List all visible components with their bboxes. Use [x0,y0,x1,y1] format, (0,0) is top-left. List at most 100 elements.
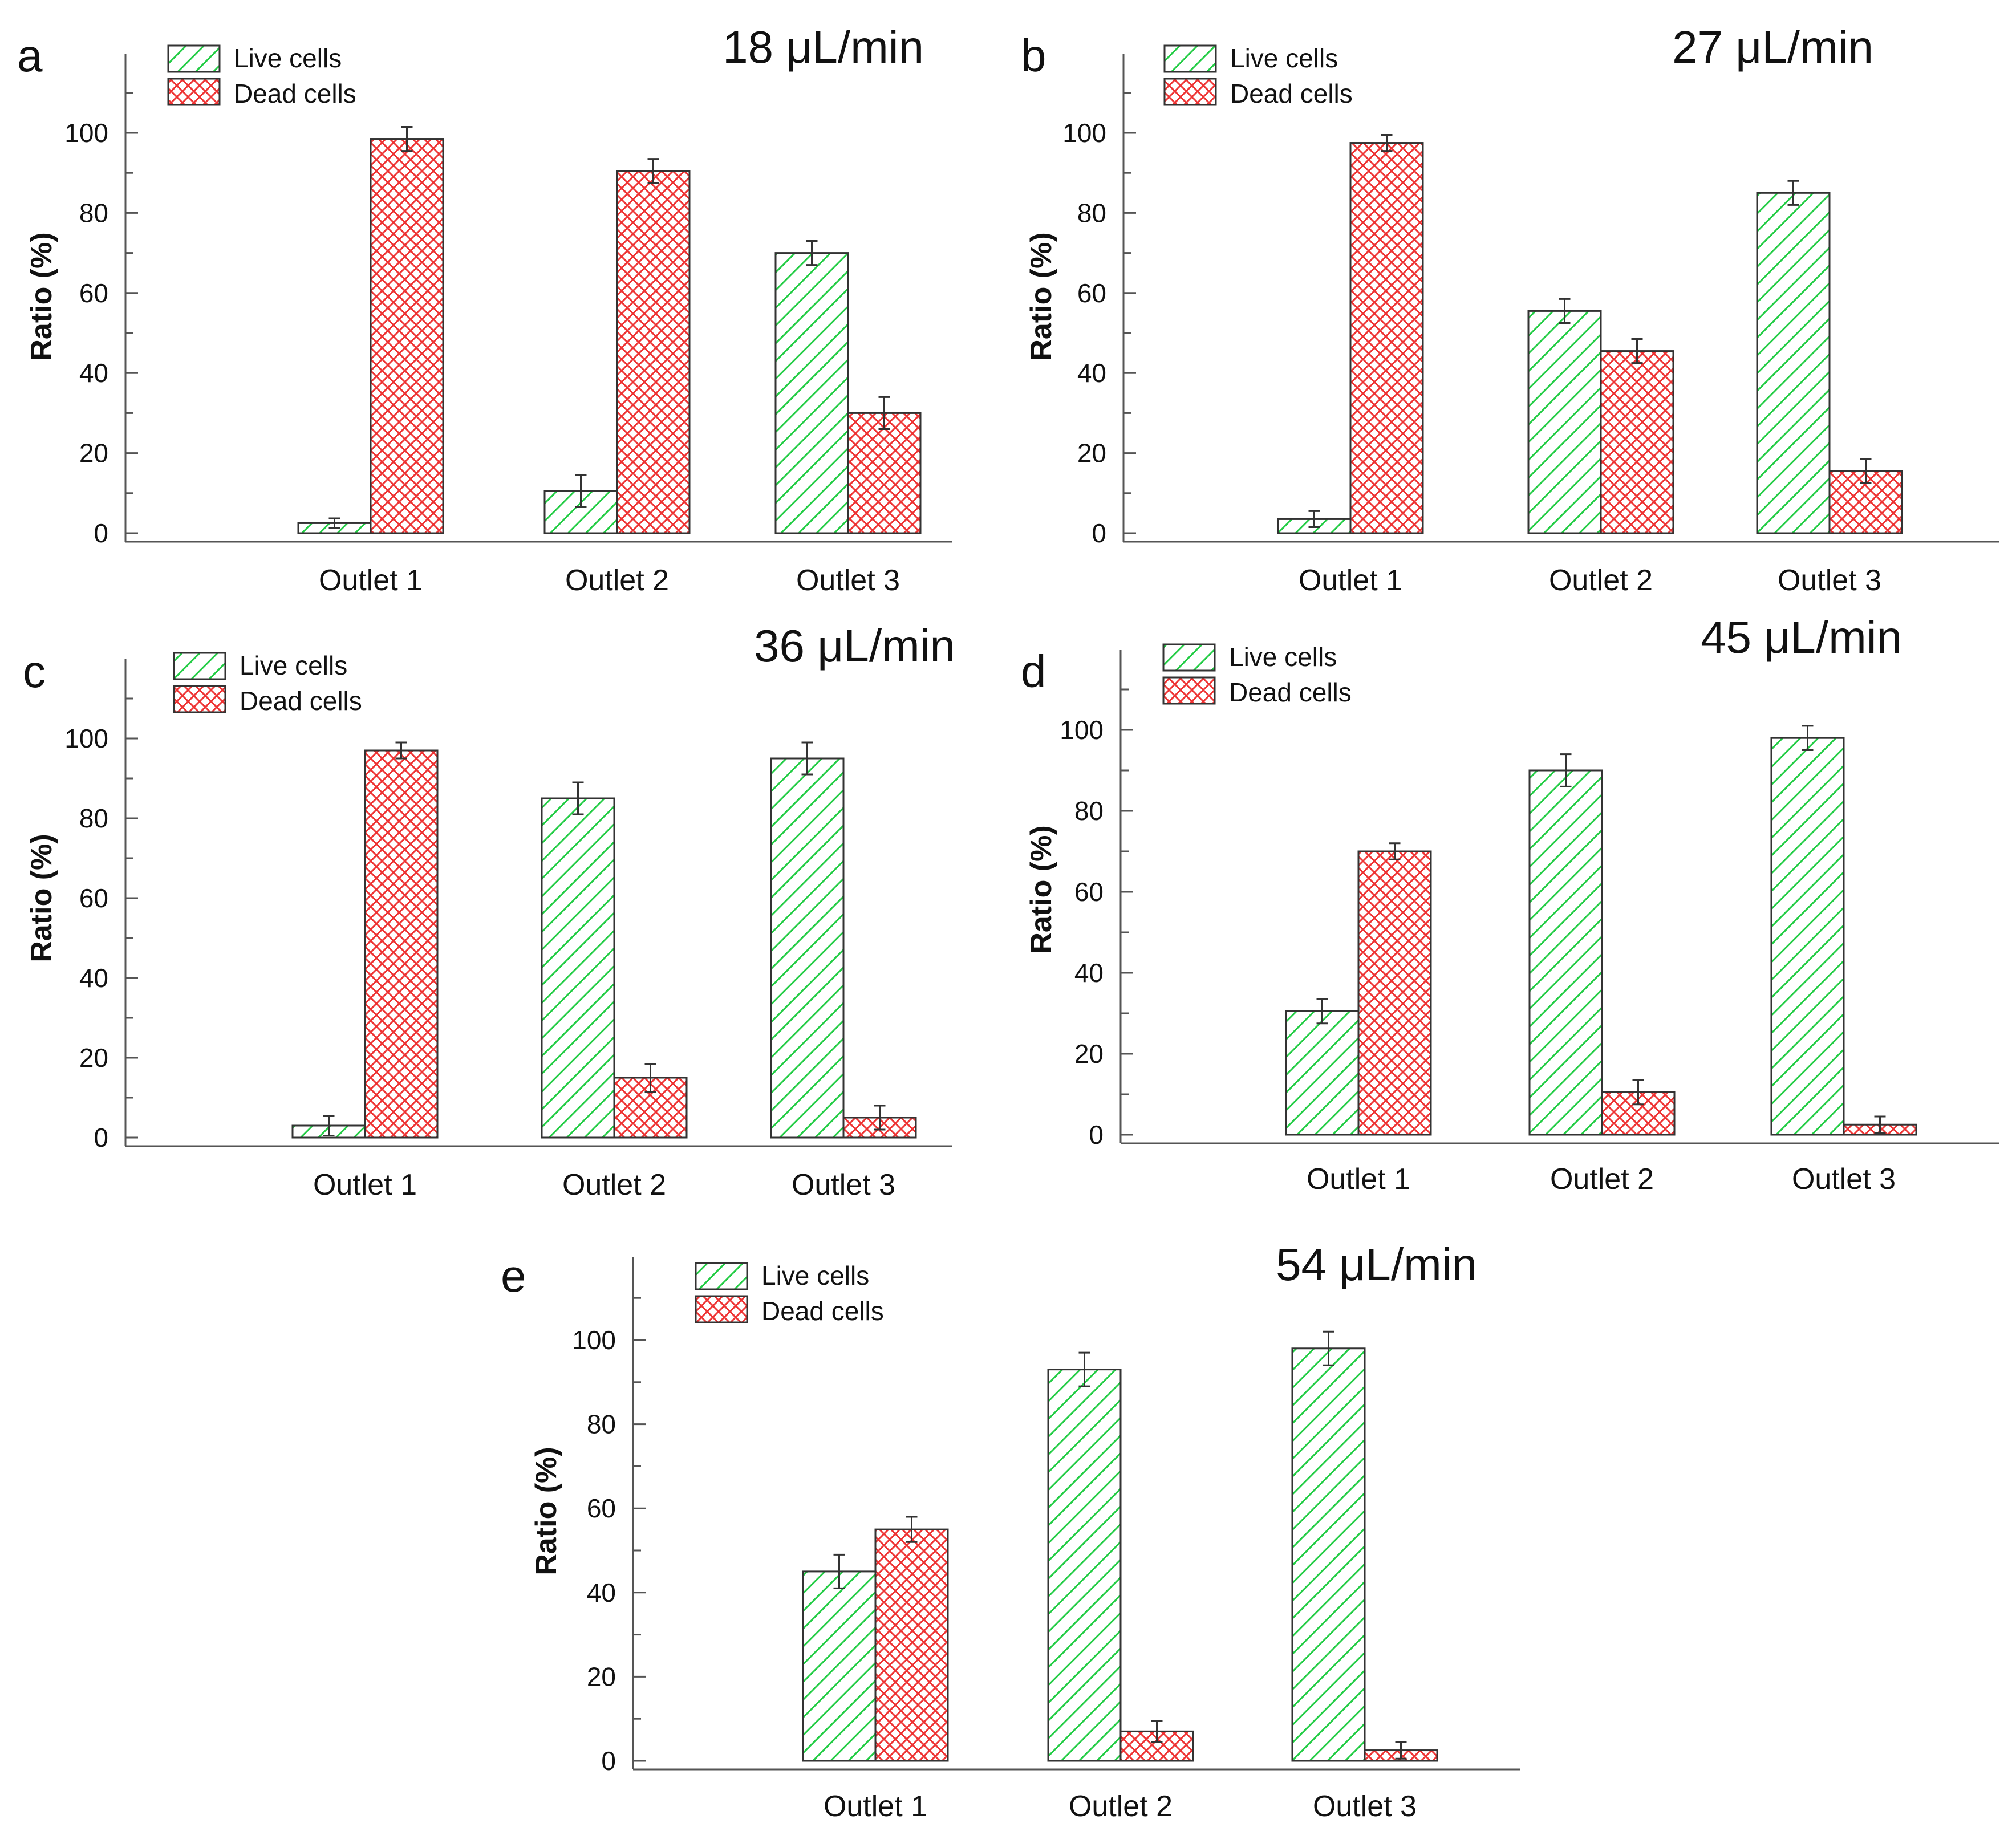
error-bar-live [1316,998,1328,1025]
error-bar-live [1559,298,1571,324]
y-tick-label: 40 [587,1578,616,1607]
legend-swatch-live [173,652,226,680]
bar-dead [874,1528,949,1762]
error-bar-dead [1151,1720,1163,1743]
y-tick-label: 0 [94,518,108,548]
bar-live [1527,310,1602,534]
chart-title: 36 μL/min [754,620,955,671]
y-tick-label: 40 [79,963,108,993]
legend-swatch-live [1162,643,1216,672]
y-tick-label: 80 [1074,796,1104,826]
legend-swatch-live [1163,44,1217,73]
chart-panel-a: a 18 μL/min Ratio (%) 0 20 40 60 80 100 Outlet 1 O… [17,22,952,597]
x-tick-label: Outlet 1 [319,564,423,597]
bar-live [774,252,849,534]
legend-swatch-live [695,1262,748,1290]
bar-live [1528,769,1603,1136]
bar-live [1756,192,1831,534]
y-tick-label: 80 [587,1410,616,1439]
error-bar-live [806,240,818,266]
x-tick-label: Outlet 2 [1549,564,1653,597]
legend-swatch-dead [167,78,221,106]
legend-label-dead: Dead cells [240,686,362,716]
error-bar-live [1308,510,1320,528]
bar-dead [370,138,444,534]
bar-live [802,1570,877,1762]
y-tick-label: 80 [79,198,108,228]
y-tick-label: 60 [1077,278,1106,308]
error-bar-live [1802,725,1814,751]
x-tick-label: Outlet 1 [824,1790,927,1823]
bar-live [1285,1010,1360,1136]
error-bar-live [575,474,587,508]
error-bar-dead [1395,1741,1407,1760]
error-bar-dead [1389,842,1401,860]
legend-label-dead: Dead cells [1230,79,1353,108]
y-tick-label: 60 [79,278,108,308]
y-tick-label: 20 [1077,439,1106,468]
bar-dead [364,749,439,1139]
panel-label: c [23,646,46,697]
error-bar-live [1323,1330,1334,1366]
y-axis-label: Ratio (%) [530,1447,563,1575]
error-bar-dead [1874,1115,1886,1134]
error-bar-dead [1632,1079,1644,1106]
y-tick-label: 80 [1077,198,1106,228]
chart-title: 27 μL/min [1672,22,1873,72]
y-tick-label: 60 [1074,877,1104,907]
y-tick-label: 100 [572,1325,616,1355]
y-tick-label: 20 [79,439,108,468]
chart-panel-d: d 45 μL/min Ratio (%) 0 20 40 60 80 100 Outlet 1 O… [1021,612,1999,1196]
x-tick-label: Outlet 2 [565,564,669,597]
panel-label: b [1021,30,1046,81]
error-bar-dead [401,125,413,152]
y-tick-label: 40 [1077,358,1106,388]
chart-panel-e: e 54 μL/min Ratio (%) 0 20 40 60 80 100 Outlet 1 O… [501,1239,1520,1823]
y-tick-label: 0 [601,1746,616,1776]
y-tick-label: 100 [1060,715,1104,745]
legend-swatch-dead [1163,78,1217,106]
legend-swatch-dead [1162,676,1216,705]
error-bar-live [801,741,813,776]
error-bar-dead [878,396,890,430]
y-tick-label: 0 [1092,518,1106,548]
error-bar-live [833,1553,845,1589]
bar-dead [616,170,691,534]
legend-label-dead: Dead cells [1229,677,1352,707]
legend-label-live: Live cells [1229,642,1337,672]
y-tick-label: 40 [1074,958,1104,988]
x-tick-label: Outlet 1 [313,1168,417,1201]
panel-label: e [501,1251,526,1301]
bar-dead [1357,850,1432,1136]
legend: Live cells Dead cells [695,1261,884,1326]
error-bar-live [1078,1351,1090,1387]
legend: Live cells Dead cells [173,651,362,716]
y-tick-label: 100 [64,118,108,148]
chart-panel-b: b 27 μL/min Ratio (%) 0 20 40 60 80 100 Outlet 1 O… [1021,22,1999,597]
y-tick-label: 20 [587,1662,616,1691]
error-bar-dead [1631,338,1643,364]
error-bar-dead [874,1105,886,1131]
legend-swatch-live [167,44,221,73]
y-tick-label: 60 [587,1493,616,1523]
legend-label-dead: Dead cells [761,1296,884,1326]
chart-title: 54 μL/min [1276,1239,1477,1290]
bar-live [770,757,845,1139]
error-bar-dead [1381,134,1393,152]
y-tick-label: 80 [79,803,108,833]
x-tick-label: Outlet 3 [1792,1163,1896,1196]
x-tick-label: Outlet 3 [1313,1790,1417,1823]
y-tick-label: 0 [94,1123,108,1152]
legend-label-dead: Dead cells [234,79,356,108]
y-tick-label: 60 [79,883,108,913]
y-tick-label: 20 [79,1043,108,1073]
legend-swatch-dead [173,685,226,713]
bar-live [1291,1347,1366,1762]
x-tick-label: Outlet 2 [562,1168,666,1201]
x-tick-label: Outlet 2 [1550,1163,1654,1196]
chart-panel-c: c 36 μL/min Ratio (%) 0 20 40 60 80 100 Outlet 1 O… [23,620,955,1201]
error-bar-live [572,781,584,815]
y-tick-label: 100 [1062,118,1106,148]
error-bar-live [328,517,340,529]
